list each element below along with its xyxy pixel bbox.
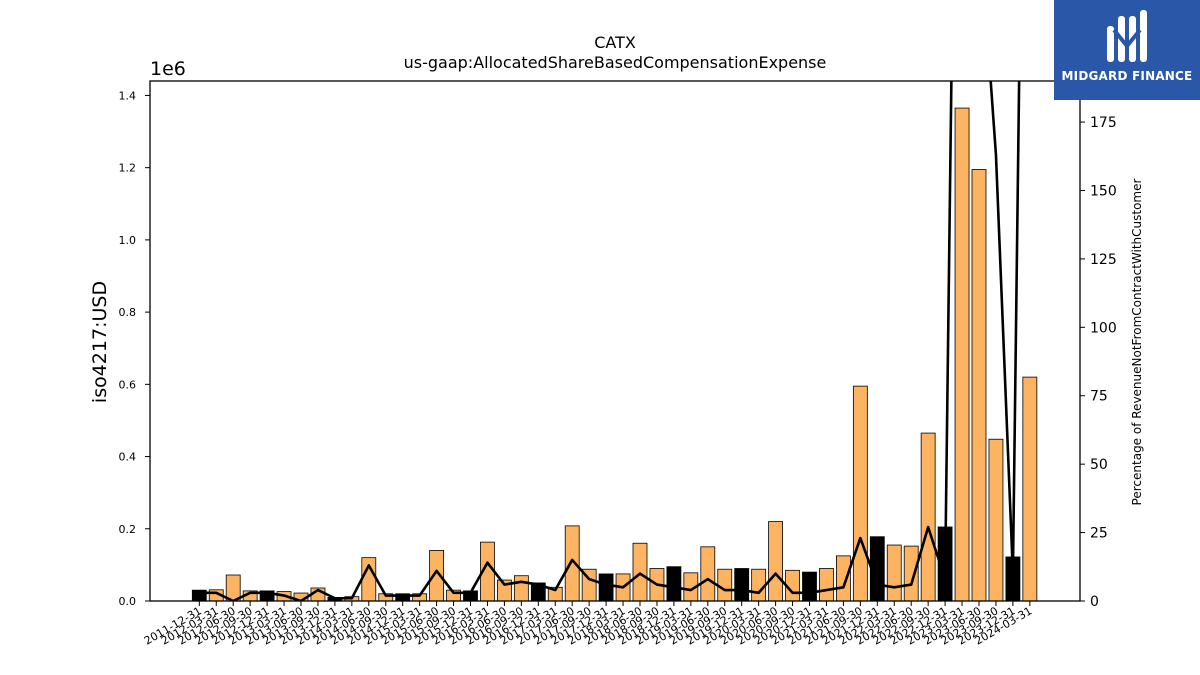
plot-frame [149,80,1081,602]
bar-2020-03-31 [751,568,767,602]
bar-2018-12-31 [666,566,682,602]
bar-2017-06-30 [564,525,580,602]
bars [191,107,1038,602]
y-ticks: 0.0 0.2 0.4 0.6 0.8 1.0 1.2 1.4 [119,89,150,608]
midgard-finance-logo: MIDGARD FINANCE [1054,0,1200,100]
y2-tick-label: 175 [1090,115,1117,131]
bar-2022-03-31 [886,544,902,602]
y2-tick-label: 125 [1090,252,1117,268]
y2-tick-label: 50 [1090,457,1108,473]
chart-title: CATX [594,33,636,52]
bar-2023-06-30 [971,169,987,602]
y-axis-label: iso4217:USD [89,281,111,403]
y2-tick-label: 150 [1090,183,1117,199]
chart-subtitle: us-gaap:AllocatedShareBasedCompensationE… [404,53,827,72]
bar-2019-12-31 [734,568,750,602]
y-tick-label: 0.6 [119,378,137,391]
y2-tick-label: 75 [1090,389,1108,405]
y2-ticks: 0 25 50 75 100 125 150 175 [1080,115,1117,610]
y-tick-label: 0.0 [119,595,137,608]
bar-2020-06-30 [768,521,783,602]
x-ticks: 2011-12-312012-03-312012-06-302012-09-30… [142,601,1034,648]
bar-2022-09-30 [920,432,936,602]
bar-2023-03-31 [954,107,970,602]
y2-tick-label: 0 [1090,594,1099,610]
y-tick-label: 0.8 [119,306,137,319]
y-tick-label: 0.4 [119,451,137,464]
bar-2019-06-30 [700,546,716,602]
bar-2022-06-30 [903,545,919,602]
y2-axis-label: Percentage of RevenueNotFromContractWith… [1130,179,1144,506]
bar-2019-09-30 [717,568,733,602]
line-series [199,81,1021,601]
y-tick-label: 1.0 [119,234,137,247]
bar-2018-06-30 [632,542,648,602]
bar-2021-03-31 [819,568,834,602]
bar-2023-09-30 [988,438,1004,602]
bar-2012-06-30 [225,574,241,602]
bar-2021-09-30 [852,385,868,602]
y-axis-multiplier: 1e6 [150,58,186,80]
y2-tick-label: 25 [1090,526,1108,542]
midgard-logo-icon [1107,10,1147,62]
revenue-percentage-line [199,81,1021,601]
y-tick-label: 1.4 [119,89,137,102]
logo-text: MIDGARD FINANCE [1061,69,1193,83]
y2-tick-label: 100 [1090,320,1117,336]
bar-2017-12-31 [598,573,614,602]
y-tick-label: 0.2 [119,523,137,536]
y-tick-label: 1.2 [119,162,137,175]
axes [149,80,1081,602]
bar-2020-12-31 [802,571,817,602]
bar-2016-09-30 [513,575,529,602]
bar-2021-06-30 [836,555,851,602]
bar-2024-03-31 [1022,376,1038,602]
